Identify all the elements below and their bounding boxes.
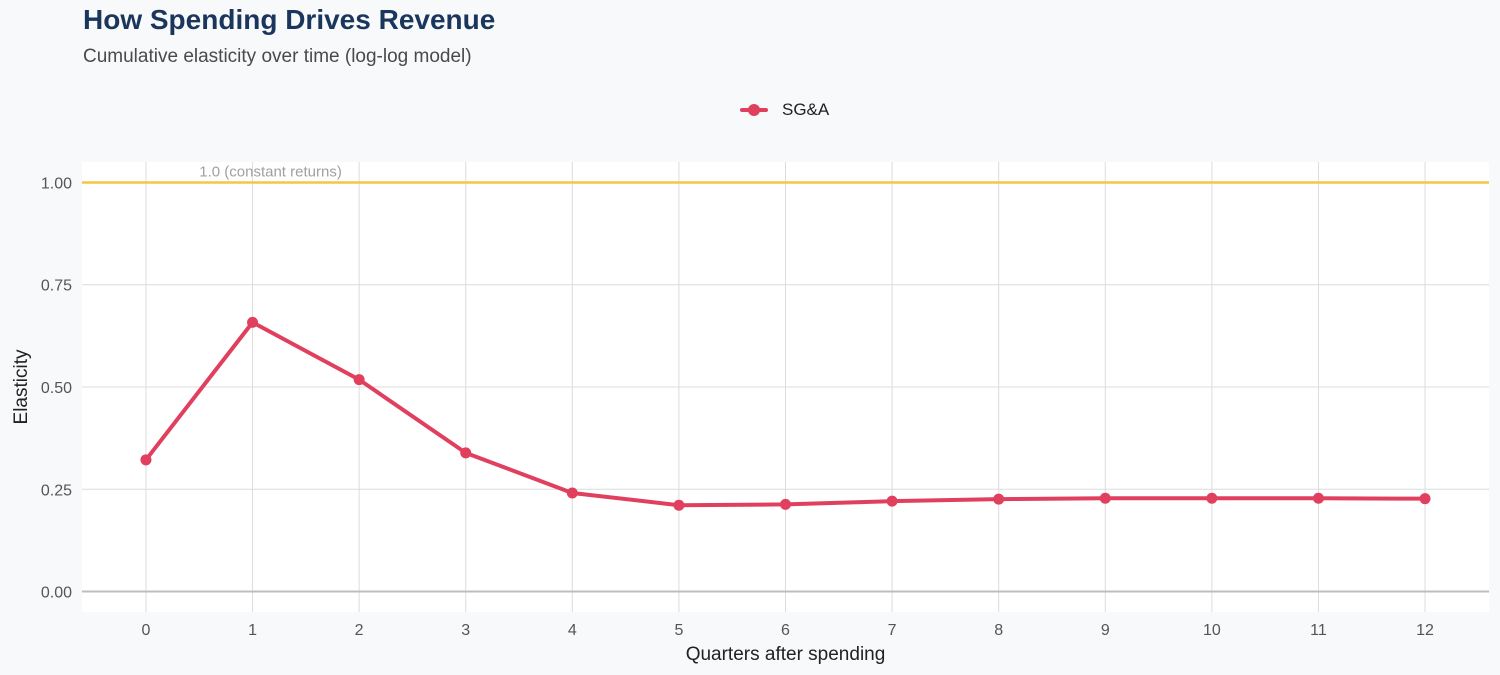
data-point xyxy=(1419,493,1431,505)
x-tick-label: 4 xyxy=(568,622,577,639)
legend-label-sga: SG&A xyxy=(782,100,830,119)
x-tick-label: 8 xyxy=(994,622,1003,639)
x-tick-label: 7 xyxy=(888,622,897,639)
data-point xyxy=(460,447,472,459)
data-point xyxy=(1206,492,1218,504)
data-point xyxy=(993,493,1005,505)
x-tick-label: 11 xyxy=(1310,622,1327,639)
reference-line-label: 1.0 (constant returns) xyxy=(199,163,342,180)
x-tick-label: 5 xyxy=(674,622,683,639)
data-point xyxy=(566,487,578,499)
x-tick-label: 10 xyxy=(1203,622,1221,639)
x-tick-label: 3 xyxy=(461,622,470,639)
chart-subtitle: Cumulative elasticity over time (log-log… xyxy=(83,46,472,67)
data-point xyxy=(886,495,898,507)
data-point xyxy=(1312,492,1324,504)
x-tick-label: 0 xyxy=(142,622,151,639)
data-point xyxy=(1099,492,1111,504)
chart-title: How Spending Drives Revenue xyxy=(83,4,496,35)
legend-swatch-dot xyxy=(748,104,760,116)
y-tick-label: 0.00 xyxy=(41,585,72,602)
x-tick-label: 1 xyxy=(248,622,257,639)
y-tick-label: 1.00 xyxy=(41,175,72,192)
data-point xyxy=(353,374,365,386)
data-point xyxy=(247,316,259,328)
x-tick-label: 6 xyxy=(781,622,790,639)
x-tick-label: 12 xyxy=(1416,622,1434,639)
data-point xyxy=(780,498,791,510)
x-tick-label: 9 xyxy=(1101,622,1110,639)
legend: SG&A xyxy=(738,98,829,122)
x-axis-title: Quarters after spending xyxy=(686,644,886,665)
y-tick-label: 0.50 xyxy=(41,380,72,397)
x-tick-label: 2 xyxy=(355,622,364,639)
y-tick-label: 0.75 xyxy=(41,278,72,295)
data-point xyxy=(140,454,152,466)
data-point xyxy=(673,499,685,511)
y-axis-title: Elasticity xyxy=(11,349,32,424)
y-tick-label: 0.25 xyxy=(41,482,72,499)
legend-swatch-sga xyxy=(738,98,770,122)
